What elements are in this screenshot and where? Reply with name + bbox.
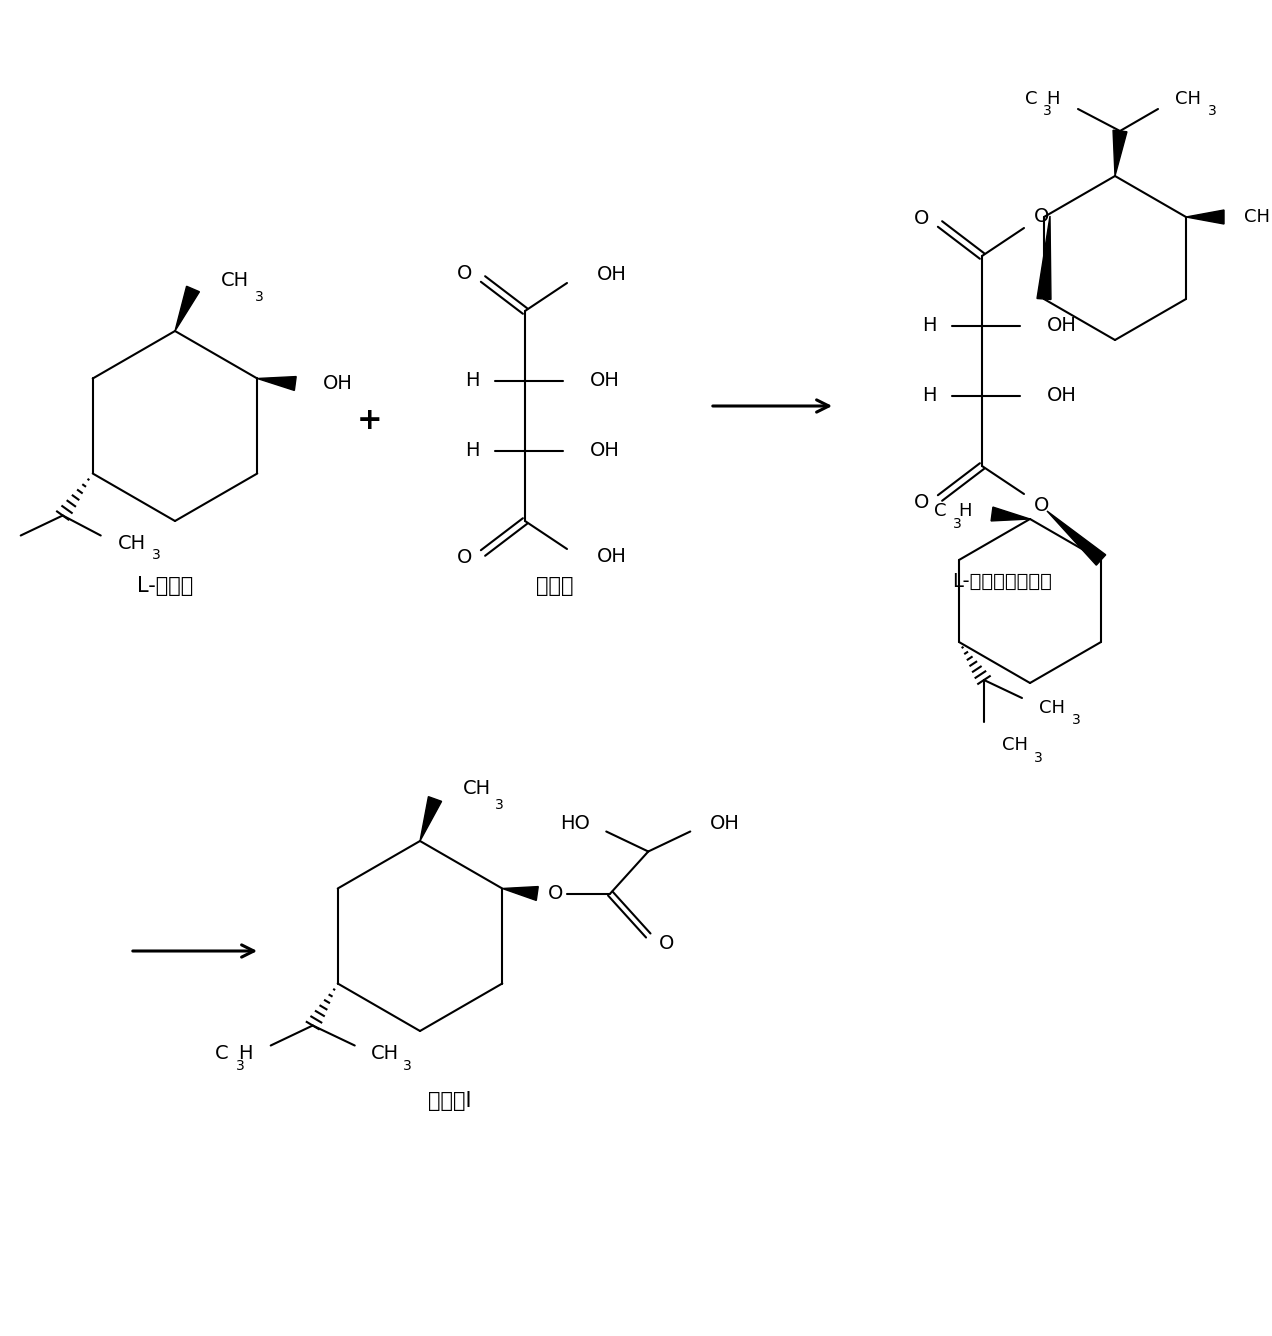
Text: 3: 3 — [254, 290, 263, 305]
Text: CH: CH — [1244, 208, 1269, 226]
Polygon shape — [991, 508, 1030, 521]
Text: CH: CH — [463, 779, 491, 799]
Text: OH: OH — [597, 266, 627, 285]
Text: CH: CH — [1002, 736, 1028, 754]
Text: O: O — [1034, 207, 1049, 226]
Text: O: O — [458, 549, 473, 568]
Text: OH: OH — [323, 374, 354, 393]
Text: H: H — [466, 441, 480, 461]
Polygon shape — [176, 286, 200, 331]
Text: C: C — [215, 1043, 229, 1063]
Polygon shape — [1047, 510, 1105, 565]
Text: O: O — [915, 493, 930, 513]
Text: OH: OH — [590, 441, 619, 461]
Text: 酒石酸: 酒石酸 — [537, 576, 574, 596]
Text: 3: 3 — [1034, 751, 1043, 766]
Text: H: H — [1047, 90, 1060, 108]
Text: O: O — [458, 265, 473, 283]
Polygon shape — [1037, 216, 1051, 299]
Text: C: C — [1025, 90, 1038, 108]
Text: OH: OH — [597, 548, 627, 566]
Text: CH: CH — [118, 534, 146, 553]
Text: H: H — [922, 386, 937, 406]
Text: 3: 3 — [1208, 104, 1217, 118]
Text: 3: 3 — [237, 1058, 244, 1073]
Polygon shape — [420, 796, 441, 840]
Text: L-薄荷醇酒石酸酯: L-薄荷醇酒石酸酯 — [951, 572, 1052, 591]
Text: 3: 3 — [403, 1058, 411, 1073]
Text: +: + — [357, 406, 383, 436]
Text: OH: OH — [1047, 317, 1077, 335]
Text: CH: CH — [221, 271, 249, 290]
Text: O: O — [915, 210, 930, 228]
Text: OH: OH — [590, 371, 619, 390]
Text: O: O — [659, 934, 674, 953]
Polygon shape — [502, 887, 538, 900]
Text: OH: OH — [710, 814, 740, 834]
Polygon shape — [257, 377, 296, 390]
Text: H: H — [959, 502, 972, 520]
Text: 3: 3 — [1043, 104, 1052, 118]
Text: H: H — [922, 317, 937, 335]
Text: HO: HO — [561, 814, 590, 834]
Text: H: H — [466, 371, 480, 390]
Polygon shape — [1186, 210, 1224, 224]
Text: CH: CH — [370, 1043, 399, 1063]
Text: CH: CH — [1175, 90, 1201, 108]
Text: 3: 3 — [495, 798, 504, 812]
Text: 化合物I: 化合物I — [429, 1092, 472, 1112]
Text: 3: 3 — [1072, 713, 1081, 727]
Text: H: H — [238, 1043, 253, 1063]
Text: 3: 3 — [953, 517, 962, 530]
Text: 3: 3 — [151, 549, 160, 562]
Polygon shape — [1113, 130, 1127, 176]
Text: O: O — [1034, 497, 1049, 516]
Text: C: C — [934, 502, 946, 520]
Text: O: O — [547, 884, 563, 903]
Text: OH: OH — [1047, 386, 1077, 406]
Text: CH: CH — [1039, 699, 1065, 717]
Text: L-薄荷醇: L-薄荷醇 — [137, 576, 193, 596]
